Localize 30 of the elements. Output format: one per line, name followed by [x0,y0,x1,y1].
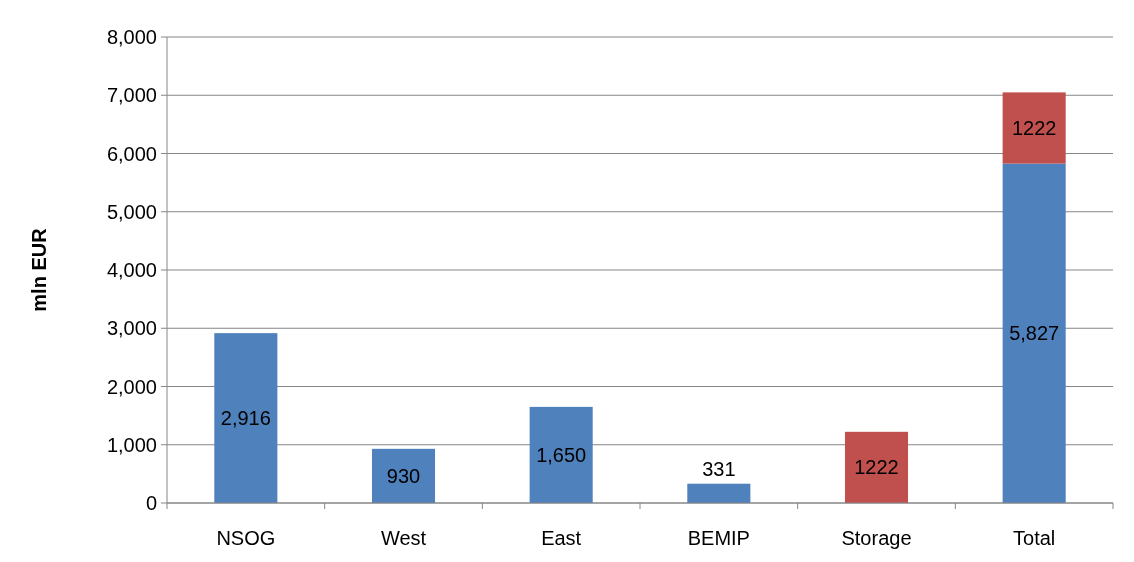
y-tick-label: 4,000 [106,259,157,281]
bar [1002,92,1066,164]
x-tick-label: East [541,527,582,549]
x-tick-label: Total [1013,527,1056,549]
bar [371,448,436,503]
bar [844,431,909,503]
x-tick-label: BEMIP [687,527,750,549]
y-tick-label: 6,000 [106,142,157,165]
data-label: 1,650 [536,443,587,466]
y-axis-title: mln EUR [28,227,50,312]
data-label: 331 [702,457,736,480]
bar [214,333,278,503]
data-label: 1222 [854,456,899,479]
bar [529,406,593,503]
data-label: 5,827 [1009,322,1060,345]
y-tick-label: 0 [145,492,157,514]
data-label: 930 [386,464,421,487]
y-tick-label: 1,000 [106,433,157,456]
y-tick-label: 7,000 [106,84,157,107]
y-tick-label: 5,000 [106,200,157,223]
bar [687,483,751,503]
x-tick-label: West [380,527,427,549]
x-tick-label: Storage [841,527,912,549]
data-label: 1222 [1011,116,1057,139]
x-tick-label: NSOG [216,527,276,549]
data-label: 2,916 [220,407,271,430]
y-tick-label: 8,000 [106,26,157,48]
y-tick-label: 3,000 [106,317,157,340]
y-tick-label: 2,000 [106,375,157,398]
bar [1002,163,1066,503]
